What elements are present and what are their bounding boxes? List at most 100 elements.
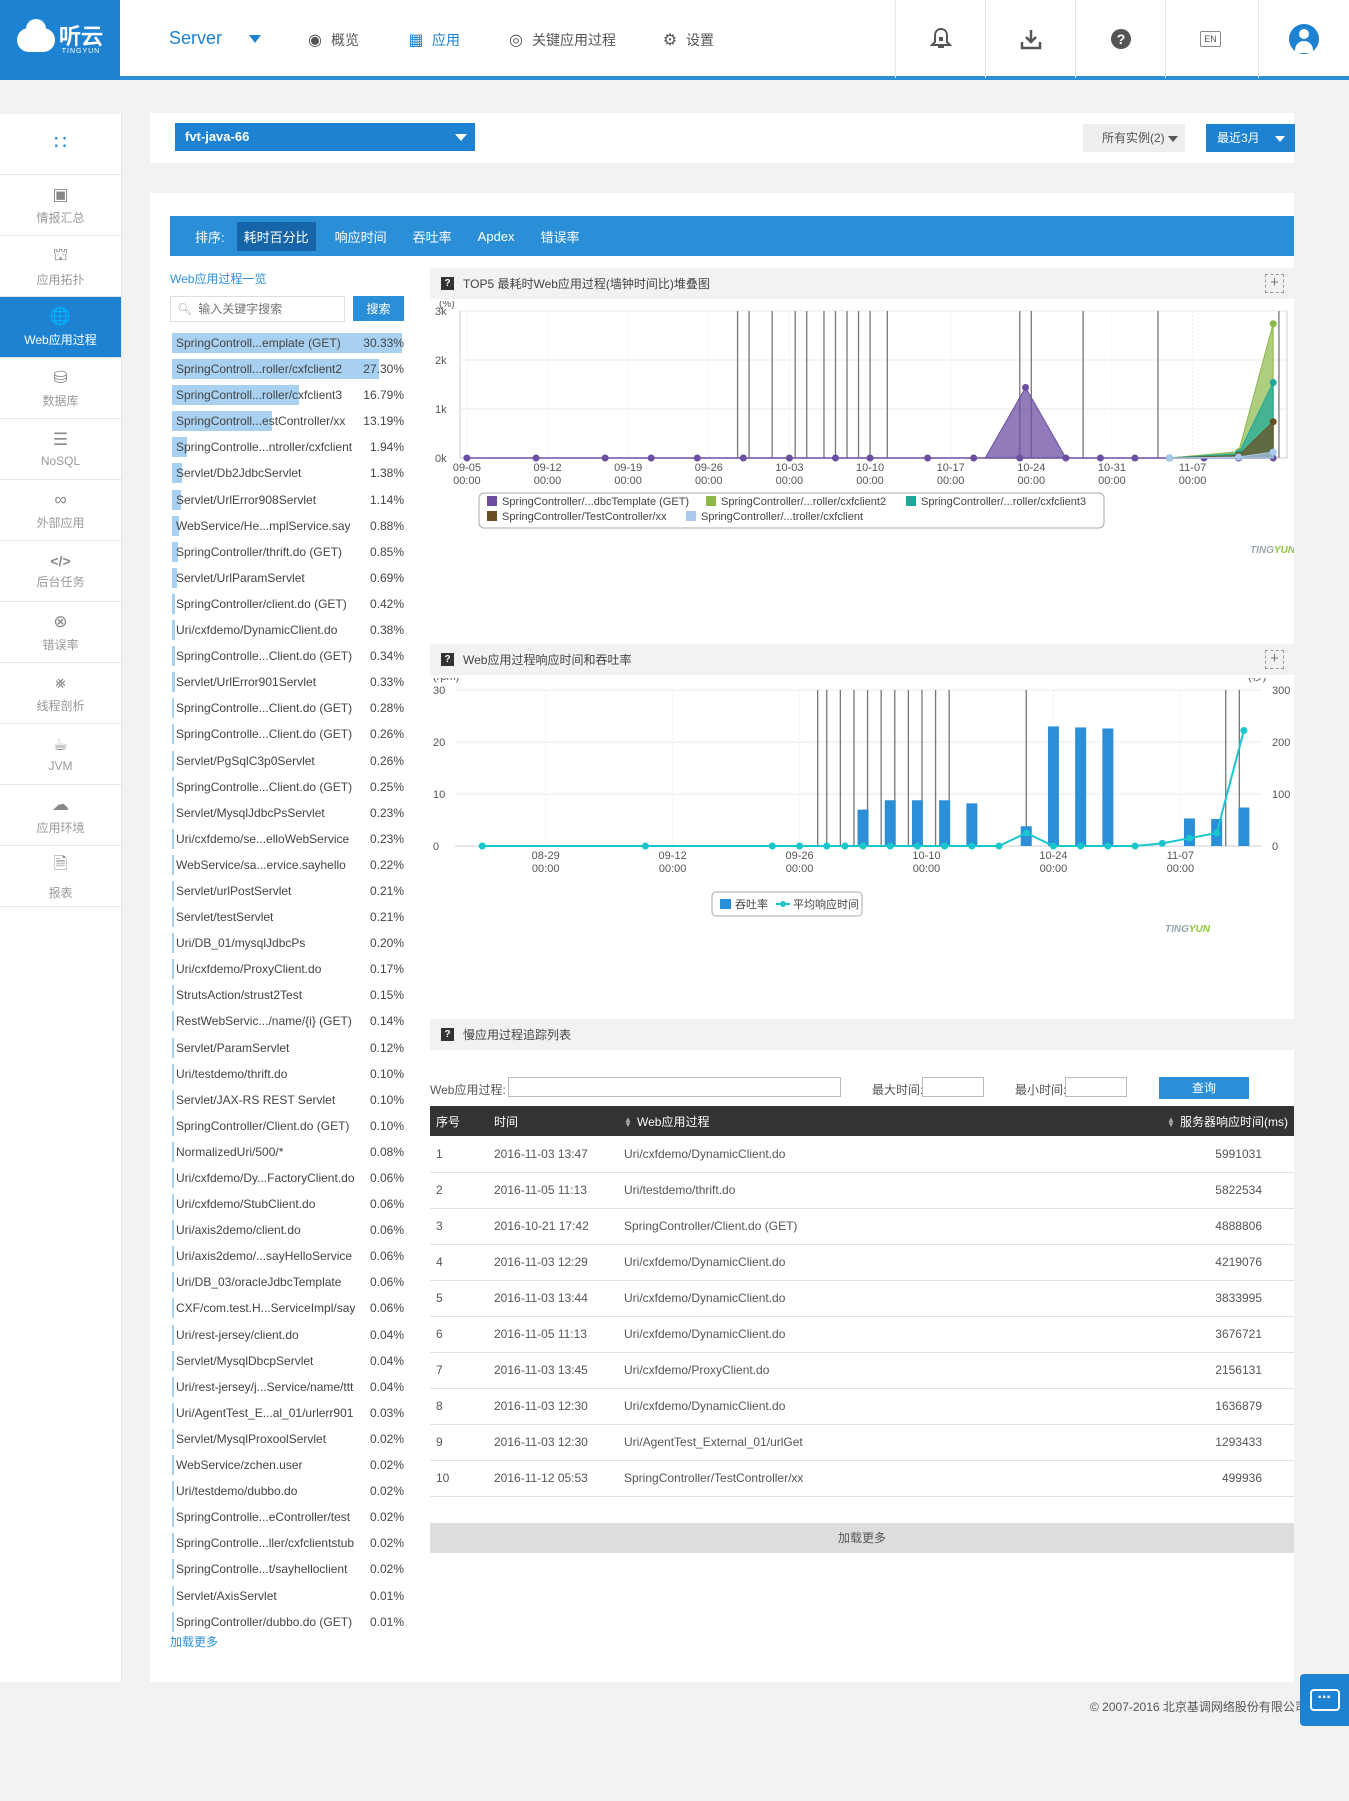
chat-button[interactable] [1300, 1674, 1349, 1726]
alerts-button[interactable] [895, 0, 985, 78]
cell-process[interactable]: Uri/cxfdemo/DynamicClient.do [618, 1388, 1139, 1425]
sidebar-item-database[interactable]: ⛁ 数据库 [0, 358, 121, 419]
list-item[interactable]: Servlet/MysqlProxoolServlet 0.02% [170, 1426, 404, 1452]
time-range-select[interactable]: 最近3月 [1206, 124, 1295, 152]
sidebar-item-jvm[interactable]: ☕ JVM [0, 724, 121, 785]
list-item[interactable]: SpringControlle...Client.do (GET) 0.28% [170, 695, 404, 721]
list-item[interactable]: Uri/cxfdemo/se...elloWebService 0.23% [170, 826, 404, 852]
series-point[interactable] [1131, 454, 1139, 462]
list-item[interactable]: SpringControlle...Client.do (GET) 0.34% [170, 643, 404, 669]
response-time-point[interactable] [1022, 829, 1030, 837]
col-web-process[interactable]: ▲ ▼ Web应用过程 [618, 1106, 1139, 1136]
list-item[interactable]: Uri/rest-jersey/j...Service/name/ttt 0.04… [170, 1374, 404, 1400]
list-item[interactable]: Uri/cxfdemo/ProxyClient.do 0.17% [170, 956, 404, 982]
series-point[interactable] [739, 454, 747, 462]
series-point[interactable] [1269, 379, 1277, 387]
help-icon[interactable]: ? [441, 277, 454, 290]
cell-process[interactable]: Uri/cxfdemo/DynamicClient.do [618, 1136, 1139, 1173]
list-item[interactable]: Uri/cxfdemo/StubClient.do 0.06% [170, 1191, 404, 1217]
process-filter-input[interactable] [508, 1077, 841, 1097]
series-point[interactable] [1235, 453, 1243, 461]
list-item[interactable]: Servlet/ParamServlet 0.12% [170, 1035, 404, 1061]
response-time-point[interactable] [1131, 842, 1139, 850]
sidebar-item-error-rate[interactable]: ⊗ 错误率 [0, 602, 121, 663]
response-time-point[interactable] [796, 842, 804, 850]
list-item[interactable]: SpringControlle...Client.do (GET) 0.25% [170, 774, 404, 800]
cell-process[interactable]: Uri/cxfdemo/ProxyClient.do [618, 1352, 1139, 1389]
legend-item[interactable]: SpringController/...roller/cxfclient3 [906, 496, 1086, 508]
list-load-more-link[interactable]: 加载更多 [170, 1635, 219, 1649]
list-item[interactable]: Uri/DB_01/mysqlJdbcPs 0.20% [170, 930, 404, 956]
table-row[interactable]: 7 2016-11-03 13:45 Uri/cxfdemo/ProxyClient… [430, 1352, 1294, 1389]
col-response-time[interactable]: ▲ ▼ 服务器响应时间(ms) [1139, 1106, 1294, 1136]
list-item[interactable]: SpringControlle...ntroller/cxfclient 1.94… [170, 434, 404, 460]
series-point[interactable] [1269, 418, 1277, 426]
throughput-bar[interactable] [966, 803, 978, 846]
throughput-bar[interactable] [884, 800, 896, 846]
series-point[interactable] [785, 454, 793, 462]
table-row[interactable]: 10 2016-11-12 05:53 SpringController/TestC… [430, 1460, 1294, 1497]
sidebar-item-reports[interactable]: 🗎 报表 [0, 846, 121, 907]
cell-process[interactable]: SpringController/Client.do (GET) [618, 1208, 1139, 1245]
response-time-point[interactable] [1240, 727, 1248, 735]
download-button[interactable] [985, 0, 1075, 78]
list-item[interactable]: RestWebServic.../name/{i} (GET) 0.14% [170, 1008, 404, 1034]
series-point[interactable] [463, 454, 471, 462]
response-time-point[interactable] [1185, 834, 1193, 842]
legend-item[interactable]: 平均响应时间 [776, 897, 859, 911]
sidebar-item-background-tasks[interactable]: </> 后台任务 [0, 541, 121, 602]
list-item[interactable]: Uri/cxfdemo/Dy...FactoryClient.do 0.06% [170, 1165, 404, 1191]
instance-select[interactable]: 所有实例(2) [1083, 124, 1185, 152]
sort-tab-time-pct[interactable]: 耗时百分比 [236, 221, 316, 251]
response-time-point[interactable] [941, 842, 949, 850]
legend-item[interactable]: SpringController/...troller/cxfclient [686, 511, 863, 523]
series-point[interactable] [866, 454, 874, 462]
help-button[interactable]: ? [1075, 0, 1165, 78]
response-time-point[interactable] [1158, 839, 1166, 847]
series-point[interactable] [924, 454, 932, 462]
sidebar-item-summary[interactable]: ▣ 情报汇总 [0, 175, 121, 236]
list-item[interactable]: NormalizedUri/500/* 0.08% [170, 1139, 404, 1165]
col-time[interactable]: 时间 [488, 1106, 618, 1136]
response-time-point[interactable] [995, 842, 1003, 850]
table-row[interactable]: 4 2016-11-03 12:29 Uri/cxfdemo/DynamicClie… [430, 1244, 1294, 1281]
list-item[interactable]: Servlet/PgSqlC3p0Servlet 0.26% [170, 748, 404, 774]
throughput-bar[interactable] [1047, 726, 1059, 846]
legend-item[interactable]: SpringController/TestController/xx [487, 511, 667, 523]
response-time-point[interactable] [1104, 842, 1112, 850]
list-item[interactable]: SpringControlle...t/sayhelloclient 0.02% [170, 1556, 404, 1582]
sidebar-item-nosql[interactable]: ☰ NoSQL [0, 419, 121, 480]
response-time-point[interactable] [768, 842, 776, 850]
series-point[interactable] [1269, 448, 1277, 456]
sidebar-item-web-processes[interactable]: 🌐 Web应用过程 [0, 297, 121, 358]
legend-item[interactable]: SpringController/...roller/cxfclient2 [706, 496, 886, 508]
list-item[interactable]: SpringControll...estController/xx 13.19% [170, 408, 404, 434]
series-point[interactable] [601, 454, 609, 462]
sort-tab-response-time[interactable]: 响应时间 [334, 229, 387, 245]
list-item[interactable]: Servlet/Db2JdbcServlet 1.38% [170, 460, 404, 486]
series-point[interactable] [1096, 454, 1104, 462]
list-item[interactable]: SpringController/dubbo.do (GET) 0.01% [170, 1609, 404, 1635]
search-input[interactable] [198, 302, 339, 316]
list-item[interactable]: Uri/DB_03/oracleJdbcTemplate 0.06% [170, 1269, 404, 1295]
throughput-bar[interactable] [1238, 807, 1250, 846]
list-item[interactable]: SpringController/client.do (GET) 0.42% [170, 591, 404, 617]
logo[interactable]: 听云 TINGYUN [0, 0, 120, 80]
list-item[interactable]: Servlet/JAX-RS REST Servlet 0.10% [170, 1087, 404, 1113]
sidebar-item-home[interactable]: ∷ [0, 114, 121, 175]
series-point[interactable] [831, 454, 839, 462]
sidebar-item-environment[interactable]: ☁ 应用环境 [0, 785, 121, 846]
response-time-point[interactable] [1049, 842, 1057, 850]
response-time-point[interactable] [913, 842, 921, 850]
list-item[interactable]: SpringControll...roller/cxfclient3 16.79% [170, 382, 404, 408]
list-item[interactable]: Servlet/AxisServlet 0.01% [170, 1583, 404, 1609]
series-point[interactable] [693, 454, 701, 462]
list-item[interactable]: SpringController/Client.do (GET) 0.10% [170, 1113, 404, 1139]
list-item[interactable]: Servlet/UrlError908Servlet 1.14% [170, 487, 404, 513]
response-time-point[interactable] [968, 842, 976, 850]
response-time-point[interactable] [478, 842, 486, 850]
legend-item[interactable]: 吞吐率 [720, 897, 768, 911]
list-item[interactable]: SpringControll...roller/cxfclient2 27.30% [170, 356, 404, 382]
sort-tab-apdex[interactable]: Apdex [477, 228, 515, 244]
sidebar-item-external[interactable]: ∞ 外部应用 [0, 480, 121, 541]
